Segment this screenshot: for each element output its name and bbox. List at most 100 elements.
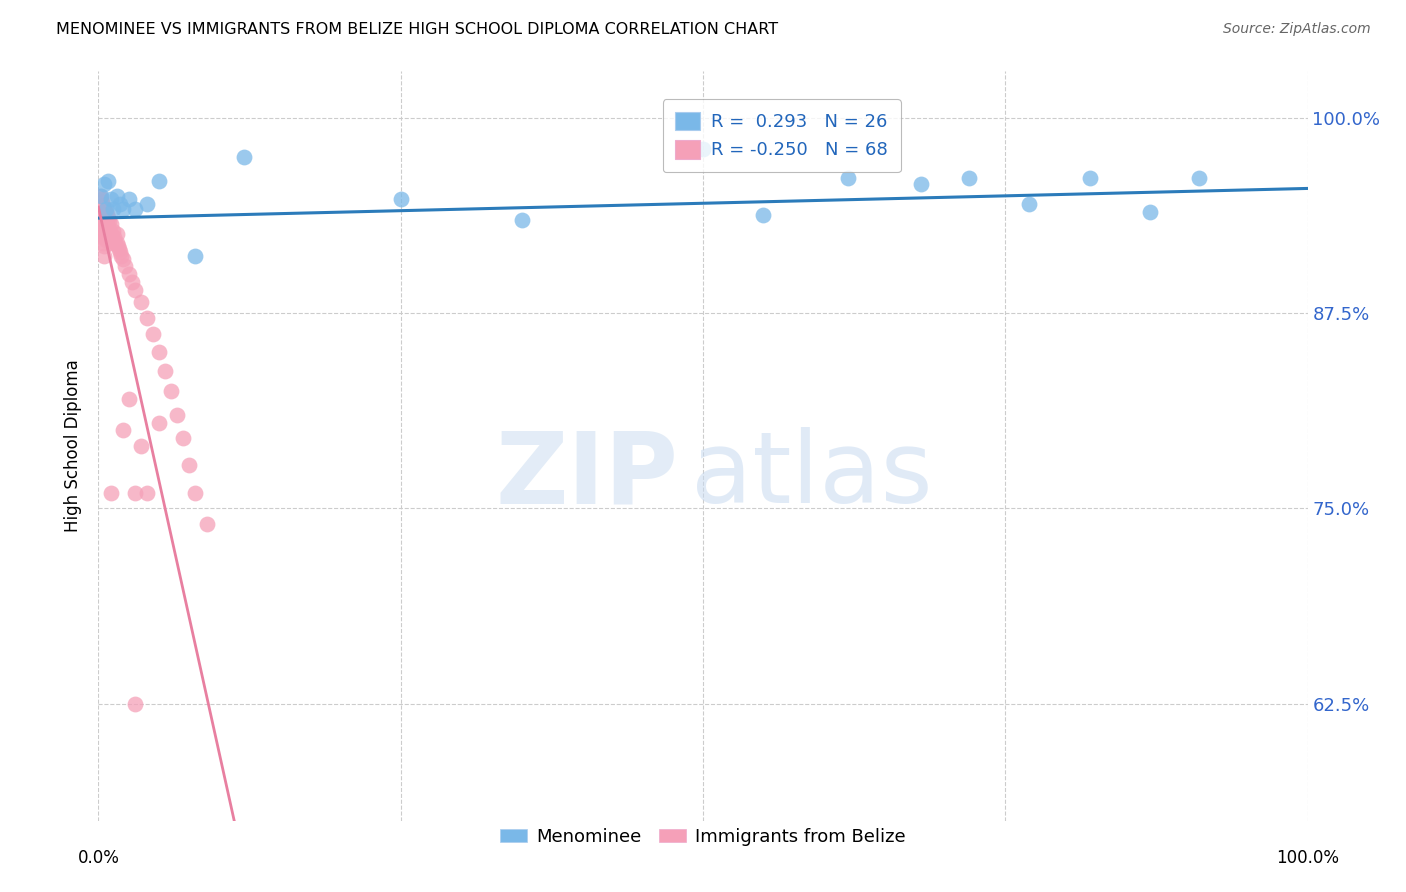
Point bbox=[172, 431, 194, 445]
Legend: Menominee, Immigrants from Belize: Menominee, Immigrants from Belize bbox=[492, 821, 914, 853]
Point bbox=[129, 439, 152, 453]
Point bbox=[129, 295, 152, 310]
Point bbox=[97, 220, 120, 235]
Point bbox=[100, 235, 122, 250]
Point bbox=[90, 211, 112, 226]
Text: atlas: atlas bbox=[690, 427, 932, 524]
Point bbox=[148, 345, 170, 359]
Point bbox=[94, 214, 117, 228]
Point bbox=[101, 202, 124, 216]
Point bbox=[91, 223, 114, 237]
Point bbox=[98, 223, 121, 237]
Point bbox=[1188, 170, 1211, 185]
Point bbox=[135, 311, 157, 326]
Point bbox=[148, 174, 170, 188]
Point bbox=[1078, 170, 1101, 185]
Point bbox=[89, 208, 111, 222]
Point bbox=[91, 227, 114, 241]
Point bbox=[142, 326, 165, 341]
Point bbox=[94, 205, 117, 219]
Point bbox=[91, 199, 114, 213]
Point bbox=[108, 243, 131, 257]
Point bbox=[96, 227, 118, 241]
Text: MENOMINEE VS IMMIGRANTS FROM BELIZE HIGH SCHOOL DIPLOMA CORRELATION CHART: MENOMINEE VS IMMIGRANTS FROM BELIZE HIGH… bbox=[56, 22, 779, 37]
Point bbox=[389, 193, 412, 207]
Point bbox=[111, 202, 134, 216]
Point bbox=[135, 197, 157, 211]
Point bbox=[91, 235, 114, 250]
Point bbox=[910, 177, 932, 191]
Point bbox=[111, 252, 134, 266]
Point bbox=[91, 205, 114, 219]
Point bbox=[96, 208, 118, 222]
Point bbox=[94, 223, 117, 237]
Point bbox=[179, 458, 201, 472]
Point bbox=[114, 260, 136, 274]
Point bbox=[90, 189, 112, 203]
Point bbox=[91, 214, 114, 228]
Text: 0.0%: 0.0% bbox=[77, 849, 120, 867]
Point bbox=[118, 193, 141, 207]
Point bbox=[97, 174, 120, 188]
Point bbox=[184, 485, 207, 500]
Point bbox=[118, 392, 141, 407]
Point bbox=[100, 227, 122, 241]
Point bbox=[957, 170, 980, 185]
Point bbox=[148, 416, 170, 430]
Point bbox=[135, 485, 157, 500]
Y-axis label: High School Diploma: High School Diploma bbox=[65, 359, 83, 533]
Point bbox=[90, 193, 112, 207]
Point bbox=[692, 143, 714, 157]
Point bbox=[90, 202, 112, 216]
Point bbox=[97, 211, 120, 226]
Point bbox=[93, 248, 115, 262]
Text: 100.0%: 100.0% bbox=[1277, 849, 1339, 867]
Point bbox=[98, 214, 121, 228]
Point bbox=[232, 150, 254, 164]
Point bbox=[89, 199, 111, 213]
Point bbox=[124, 485, 146, 500]
Point bbox=[101, 223, 124, 237]
Point bbox=[103, 230, 125, 244]
Point bbox=[1018, 197, 1040, 211]
Point bbox=[93, 202, 115, 216]
Point bbox=[90, 220, 112, 235]
Point bbox=[108, 197, 131, 211]
Point bbox=[105, 235, 128, 250]
Point bbox=[93, 177, 115, 191]
Point bbox=[124, 697, 146, 711]
Point bbox=[121, 275, 143, 289]
Point bbox=[105, 189, 128, 203]
Text: ZIP: ZIP bbox=[496, 427, 679, 524]
Point bbox=[124, 283, 146, 297]
Point bbox=[101, 233, 124, 247]
Point bbox=[510, 212, 533, 227]
Point bbox=[195, 517, 218, 532]
Point bbox=[1139, 205, 1161, 219]
Point bbox=[91, 195, 114, 210]
Point bbox=[111, 423, 134, 437]
Point bbox=[105, 227, 128, 241]
Point bbox=[89, 189, 111, 203]
Point bbox=[93, 211, 115, 226]
Point bbox=[153, 364, 176, 378]
Point bbox=[91, 208, 114, 222]
Point bbox=[93, 239, 115, 253]
Point bbox=[96, 217, 118, 231]
Text: Source: ZipAtlas.com: Source: ZipAtlas.com bbox=[1223, 22, 1371, 37]
Point bbox=[94, 202, 117, 216]
Point bbox=[97, 230, 120, 244]
Point bbox=[100, 485, 122, 500]
Point bbox=[107, 239, 129, 253]
Point bbox=[94, 233, 117, 247]
Point bbox=[93, 220, 115, 235]
Point bbox=[100, 193, 122, 207]
Point bbox=[752, 208, 775, 222]
Point bbox=[118, 268, 141, 282]
Point bbox=[110, 248, 132, 262]
Point bbox=[124, 202, 146, 216]
Point bbox=[93, 230, 115, 244]
Point bbox=[91, 217, 114, 231]
Point bbox=[100, 217, 122, 231]
Point bbox=[108, 245, 131, 260]
